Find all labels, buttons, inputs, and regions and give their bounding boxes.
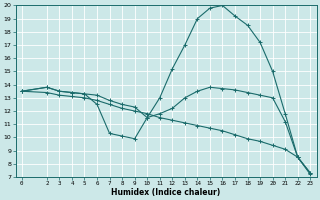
X-axis label: Humidex (Indice chaleur): Humidex (Indice chaleur): [111, 188, 221, 197]
